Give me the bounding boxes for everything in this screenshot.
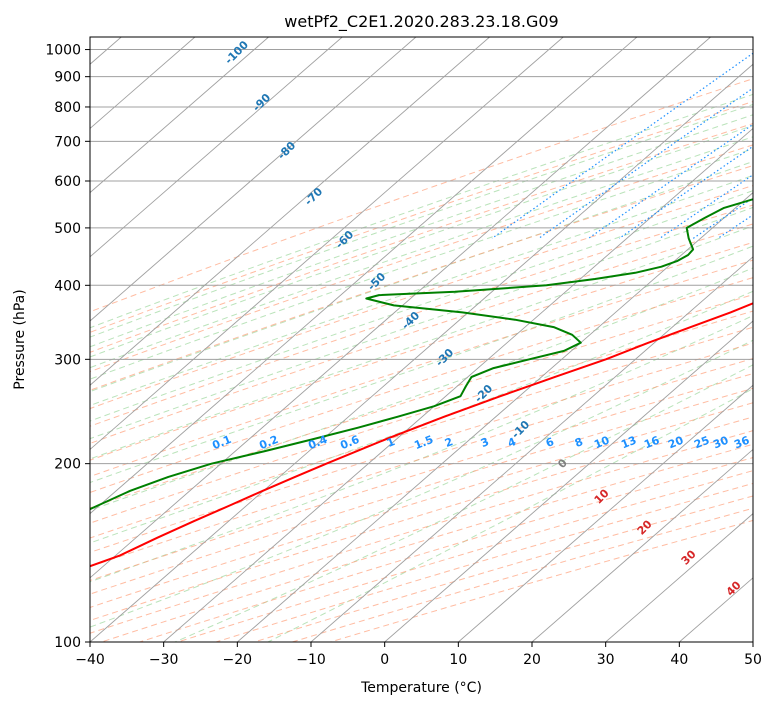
dry-adiabat-line <box>90 416 753 621</box>
sounding-profiles <box>90 198 753 568</box>
moist-adiabats <box>90 93 753 642</box>
moist-adiabat-line <box>174 364 753 642</box>
x-axis-label: Temperature (°C) <box>360 680 482 696</box>
isotherm-line <box>90 37 490 386</box>
moist-adiabat-line <box>90 148 753 380</box>
isotherms <box>90 37 753 642</box>
y-tick-label: 900 <box>54 70 81 86</box>
isotherm-line <box>90 37 564 451</box>
y-tick-label: 600 <box>54 174 81 190</box>
moist-adiabat-line <box>90 206 753 440</box>
moist-adiabat-line <box>90 267 753 511</box>
isotherm-line <box>163 127 753 642</box>
y-axis-label: Pressure (hPa) <box>12 289 28 389</box>
mixing-ratio-lines <box>491 37 775 239</box>
mixing-ratio-label: 1 <box>385 435 397 450</box>
dewpoint-profile-line <box>90 198 753 511</box>
y-tick-label: 800 <box>54 100 81 116</box>
mixing-ratio-label: 2 <box>443 435 455 450</box>
x-tick-label: 40 <box>670 652 688 668</box>
moist-adiabat-line <box>90 103 753 338</box>
moist-adiabat-line <box>90 114 753 348</box>
y-axis-ticks: 100 200 300 400 500 600 700 800 900 1000 <box>45 43 90 651</box>
plot-background <box>90 37 753 642</box>
isotherm-line <box>90 63 753 642</box>
x-tick-label: 0 <box>380 652 389 668</box>
mixing-ratio-label: 25 <box>692 434 711 452</box>
moist-adiabat-line <box>90 161 753 393</box>
y-tick-label: 500 <box>54 221 81 237</box>
mixing-ratio-label: 3 <box>479 435 491 450</box>
isotherm-line <box>752 641 753 642</box>
chart-title: wetPf2_C2E1.2020.283.23.18.G09 <box>284 12 558 32</box>
mixing-ratio-label: 8 <box>573 435 585 450</box>
mixing-ratio-label: 30 <box>711 434 730 452</box>
dry-adiabat-line <box>90 326 753 539</box>
dry-adiabat-line <box>90 78 753 313</box>
isotherm-line <box>90 37 417 322</box>
x-tick-label: 10 <box>449 652 467 668</box>
isotherm-line <box>531 448 753 642</box>
dry-adiabat-line <box>90 294 753 509</box>
mixing-ratio-label: 10 <box>592 434 611 452</box>
moist-adiabat-line <box>90 190 753 422</box>
isotherm-line <box>384 320 753 642</box>
isotherm-line <box>90 37 638 515</box>
isotherm-line <box>458 384 753 642</box>
mixing-ratio-label: 13 <box>619 434 638 452</box>
isobars <box>90 49 753 642</box>
x-tick-label: −40 <box>75 652 105 668</box>
dry-adiabat-line <box>177 470 753 642</box>
dry-adiabat-line <box>90 342 753 553</box>
x-tick-label: −30 <box>149 652 179 668</box>
mixing-ratio-label: 36 <box>732 434 751 452</box>
dry-adiabat-line <box>215 482 753 642</box>
y-tick-label: 300 <box>54 352 81 368</box>
isotherm-line <box>605 513 753 642</box>
y-tick-label: 700 <box>54 134 81 150</box>
y-tick-label: 200 <box>54 457 81 473</box>
isotherm-line <box>237 192 753 642</box>
mixing-ratio-label: 20 <box>666 434 685 452</box>
x-axis-ticks: −40 −30 −20 −10 0 10 20 30 40 50 <box>75 642 762 668</box>
dry-adiabat-line <box>90 277 753 493</box>
dry-adiabat-line <box>139 457 753 642</box>
mixing-ratio-line <box>754 37 775 238</box>
x-tick-label: −10 <box>296 652 326 668</box>
moist-adiabat-line <box>90 125 753 358</box>
plot-frame <box>89 36 754 643</box>
x-tick-label: −20 <box>223 652 253 668</box>
mixing-ratio-line <box>618 145 753 239</box>
x-tick-label: 20 <box>523 652 541 668</box>
isotherm-line <box>90 37 269 194</box>
mixing-ratio-line <box>538 87 753 239</box>
dry-adiabat-line <box>90 101 753 333</box>
isotherm-line <box>90 37 343 258</box>
x-tick-label: 30 <box>597 652 615 668</box>
moist-adiabat-line <box>90 93 753 329</box>
y-tick-label: 400 <box>54 278 81 294</box>
moist-adiabat-line <box>90 225 753 460</box>
y-tick-label: 100 <box>54 635 81 651</box>
dry-adiabat-line <box>90 430 753 634</box>
moist-adiabat-line <box>90 290 753 544</box>
x-tick-label: 50 <box>744 652 762 668</box>
isotherm-line <box>90 37 711 579</box>
y-tick-label: 1000 <box>45 43 81 59</box>
dry-adiabat-line <box>101 443 753 642</box>
mixing-ratio-label: 16 <box>642 434 661 452</box>
temperature-profile-line <box>90 302 753 568</box>
